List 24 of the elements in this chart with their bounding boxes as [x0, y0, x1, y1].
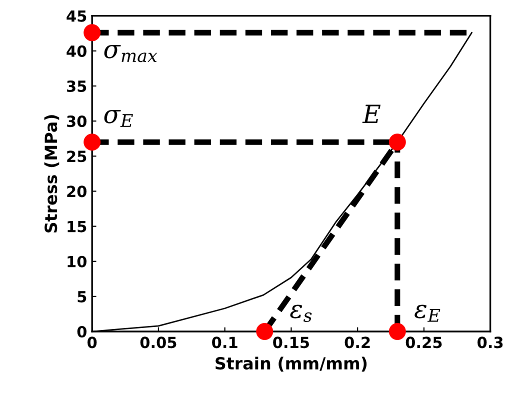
x-tick-label: 0.15: [273, 336, 309, 348]
x-tick-label: 0.3: [478, 336, 503, 348]
y-tick-label: 10: [68, 256, 86, 268]
annotation: σ$_{max}$: [104, 45, 158, 62]
x-tick-label: 0: [88, 336, 97, 348]
x-tick-label: 0.05: [140, 336, 176, 348]
y-tick-label: 35: [66, 80, 86, 92]
y-tick-label: 0: [77, 326, 86, 338]
y-tick-label: 30: [66, 116, 86, 128]
y-tick-label: 20: [67, 186, 86, 198]
y-tick-label: 25: [67, 150, 86, 162]
x-tick-label: 0.1: [212, 336, 238, 348]
y-tick-label: 5: [78, 291, 86, 302]
x-axis-title: Strain (mm/mm): [216, 356, 367, 372]
y-tick-label: 45: [66, 10, 86, 22]
annotation: ε$_{E}$: [414, 304, 440, 322]
annotation: σ$_{E}$: [104, 110, 133, 127]
x-tick-label: 0.25: [406, 336, 442, 348]
y-tick-label: 15: [68, 220, 86, 232]
annotation: ε$_{s}$: [290, 304, 312, 322]
x-tick-label: 0.2: [344, 336, 370, 348]
annotation: E: [362, 104, 381, 124]
y-tick-label: 40: [66, 45, 86, 57]
y-axis-title: Stress (MPa): [44, 115, 60, 232]
